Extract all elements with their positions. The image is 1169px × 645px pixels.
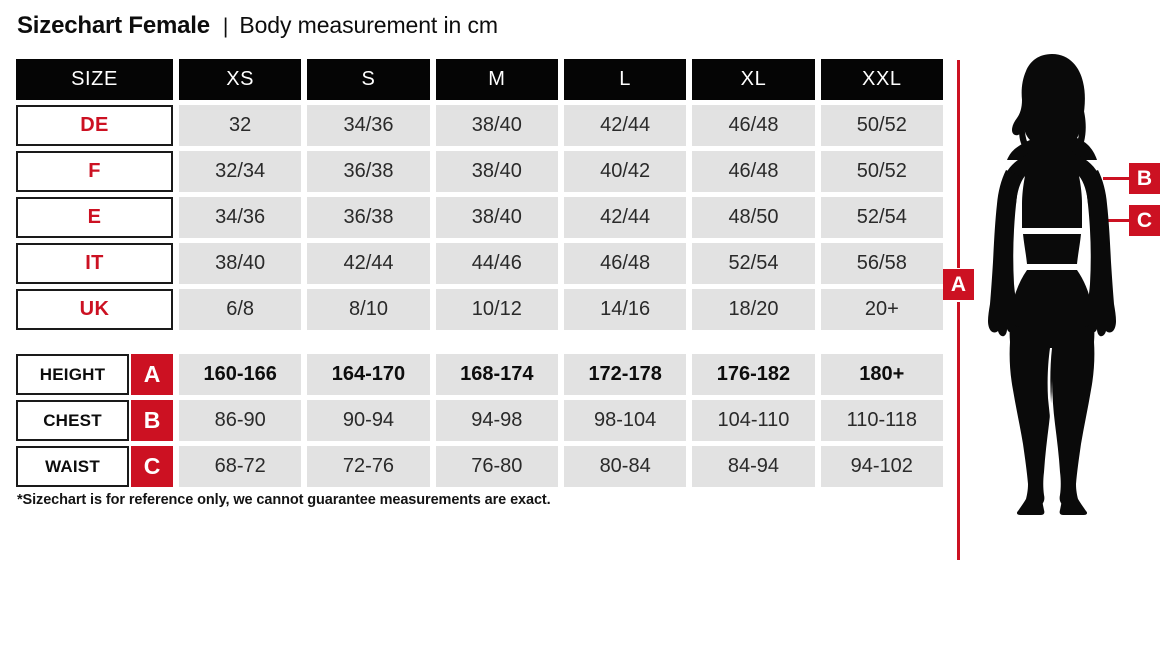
table-header-row: SIZE XS S M L XL XXL: [16, 59, 943, 100]
cell-f-l: 40/42: [563, 151, 687, 192]
page-title-subtitle: Body measurement in cm: [239, 12, 498, 38]
table-row: UK 6/8 8/10 10/12 14/16 18/20 20+: [16, 289, 943, 330]
cell-uk-l: 14/16: [563, 289, 687, 330]
cell-height-xxl: 180+: [820, 354, 943, 395]
measurement-name-waist: WAIST: [16, 446, 129, 487]
cell-f-m: 38/40: [435, 151, 558, 192]
cell-it-m: 44/46: [435, 243, 558, 284]
figure-badge-c: C: [1129, 205, 1160, 236]
cell-e-s: 36/38: [307, 197, 430, 238]
header-cell-xs: XS: [179, 59, 302, 100]
row-label-waist: WAIST C: [16, 446, 173, 487]
cell-de-s: 34/36: [307, 105, 430, 146]
row-label-height: HEIGHT A: [16, 354, 173, 395]
measurement-name-chest: CHEST: [16, 400, 129, 441]
cell-f-xs: 32/34: [179, 151, 302, 192]
cell-e-xxl: 52/54: [820, 197, 943, 238]
table-row: F 32/34 36/38 38/40 40/42 46/48 50/52: [16, 151, 943, 192]
cell-it-xxl: 56/58: [820, 243, 943, 284]
cell-de-xl: 46/48: [692, 105, 815, 146]
table-row: DE 32 34/36 38/40 42/44 46/48 50/52: [16, 105, 943, 146]
cell-uk-s: 8/10: [307, 289, 430, 330]
waist-leader-line: [1103, 219, 1129, 222]
cell-it-xs: 38/40: [179, 243, 302, 284]
cell-e-m: 38/40: [435, 197, 558, 238]
header-cell-size: SIZE: [16, 59, 173, 100]
cell-uk-xl: 18/20: [692, 289, 815, 330]
cell-waist-m: 76-80: [435, 446, 558, 487]
female-silhouette-icon: [988, 54, 1116, 515]
chest-leader-line: [1103, 177, 1129, 180]
table-row: HEIGHT A 160-166 164-170 168-174 172-178…: [16, 354, 943, 395]
cell-f-s: 36/38: [307, 151, 430, 192]
sizechart-table: SIZE XS S M L XL XXL DE 32 34/36 38/40 4…: [16, 59, 943, 492]
header-cell-xl: XL: [692, 59, 815, 100]
cell-uk-xs: 6/8: [179, 289, 302, 330]
cell-chest-xl: 104-110: [692, 400, 815, 441]
cell-de-m: 38/40: [435, 105, 558, 146]
figure-badge-a: A: [943, 269, 974, 300]
cell-height-xs: 160-166: [179, 354, 302, 395]
cell-e-l: 42/44: [563, 197, 687, 238]
row-label-it: IT: [16, 243, 173, 284]
footnote-disclaimer: *Sizechart is for reference only, we can…: [17, 492, 551, 508]
cell-f-xl: 46/48: [692, 151, 815, 192]
measurement-badge-c: C: [131, 446, 173, 487]
cell-uk-m: 10/12: [435, 289, 558, 330]
table-row: IT 38/40 42/44 44/46 46/48 52/54 56/58: [16, 243, 943, 284]
row-label-chest: CHEST B: [16, 400, 173, 441]
measurement-badge-b: B: [131, 400, 173, 441]
table-row: WAIST C 68-72 72-76 76-80 80-84 84-94 94…: [16, 446, 943, 487]
cell-chest-m: 94-98: [435, 400, 558, 441]
cell-waist-xs: 68-72: [179, 446, 302, 487]
cell-de-xs: 32: [179, 105, 302, 146]
cell-chest-xs: 86-90: [179, 400, 302, 441]
row-label-uk: UK: [16, 289, 173, 330]
body-measurement-figure: A B C: [936, 52, 1169, 560]
cell-it-s: 42/44: [307, 243, 430, 284]
header-cell-xxl: XXL: [820, 59, 943, 100]
table-row: CHEST B 86-90 90-94 94-98 98-104 104-110…: [16, 400, 943, 441]
table-row: E 34/36 36/38 38/40 42/44 48/50 52/54: [16, 197, 943, 238]
cell-it-xl: 52/54: [692, 243, 815, 284]
height-line-lower: [957, 302, 960, 560]
header-cell-s: S: [307, 59, 430, 100]
row-label-de: DE: [16, 105, 173, 146]
height-line-upper: [957, 60, 960, 268]
cell-waist-xl: 84-94: [692, 446, 815, 487]
cell-e-xl: 48/50: [692, 197, 815, 238]
cell-waist-s: 72-76: [307, 446, 430, 487]
cell-waist-l: 80-84: [563, 446, 687, 487]
cell-uk-xxl: 20+: [820, 289, 943, 330]
measurement-name-height: HEIGHT: [16, 354, 129, 395]
figure-badge-b: B: [1129, 163, 1160, 194]
cell-height-s: 164-170: [307, 354, 430, 395]
cell-height-l: 172-178: [563, 354, 687, 395]
row-label-e: E: [16, 197, 173, 238]
cell-f-xxl: 50/52: [820, 151, 943, 192]
title-separator: |: [222, 15, 229, 38]
cell-chest-xxl: 110-118: [820, 400, 943, 441]
cell-height-m: 168-174: [435, 354, 558, 395]
cell-de-xxl: 50/52: [820, 105, 943, 146]
cell-waist-xxl: 94-102: [820, 446, 943, 487]
measurement-badge-a: A: [131, 354, 173, 395]
cell-e-xs: 34/36: [179, 197, 302, 238]
page-title-main: Sizechart Female: [17, 12, 210, 39]
cell-height-xl: 176-182: [692, 354, 815, 395]
cell-chest-l: 98-104: [563, 400, 687, 441]
cell-it-l: 46/48: [563, 243, 687, 284]
cell-chest-s: 90-94: [307, 400, 430, 441]
cell-de-l: 42/44: [563, 105, 687, 146]
page-title: Sizechart Female | Body measurement in c…: [17, 12, 498, 40]
header-cell-m: M: [435, 59, 558, 100]
header-cell-l: L: [563, 59, 687, 100]
row-label-f: F: [16, 151, 173, 192]
